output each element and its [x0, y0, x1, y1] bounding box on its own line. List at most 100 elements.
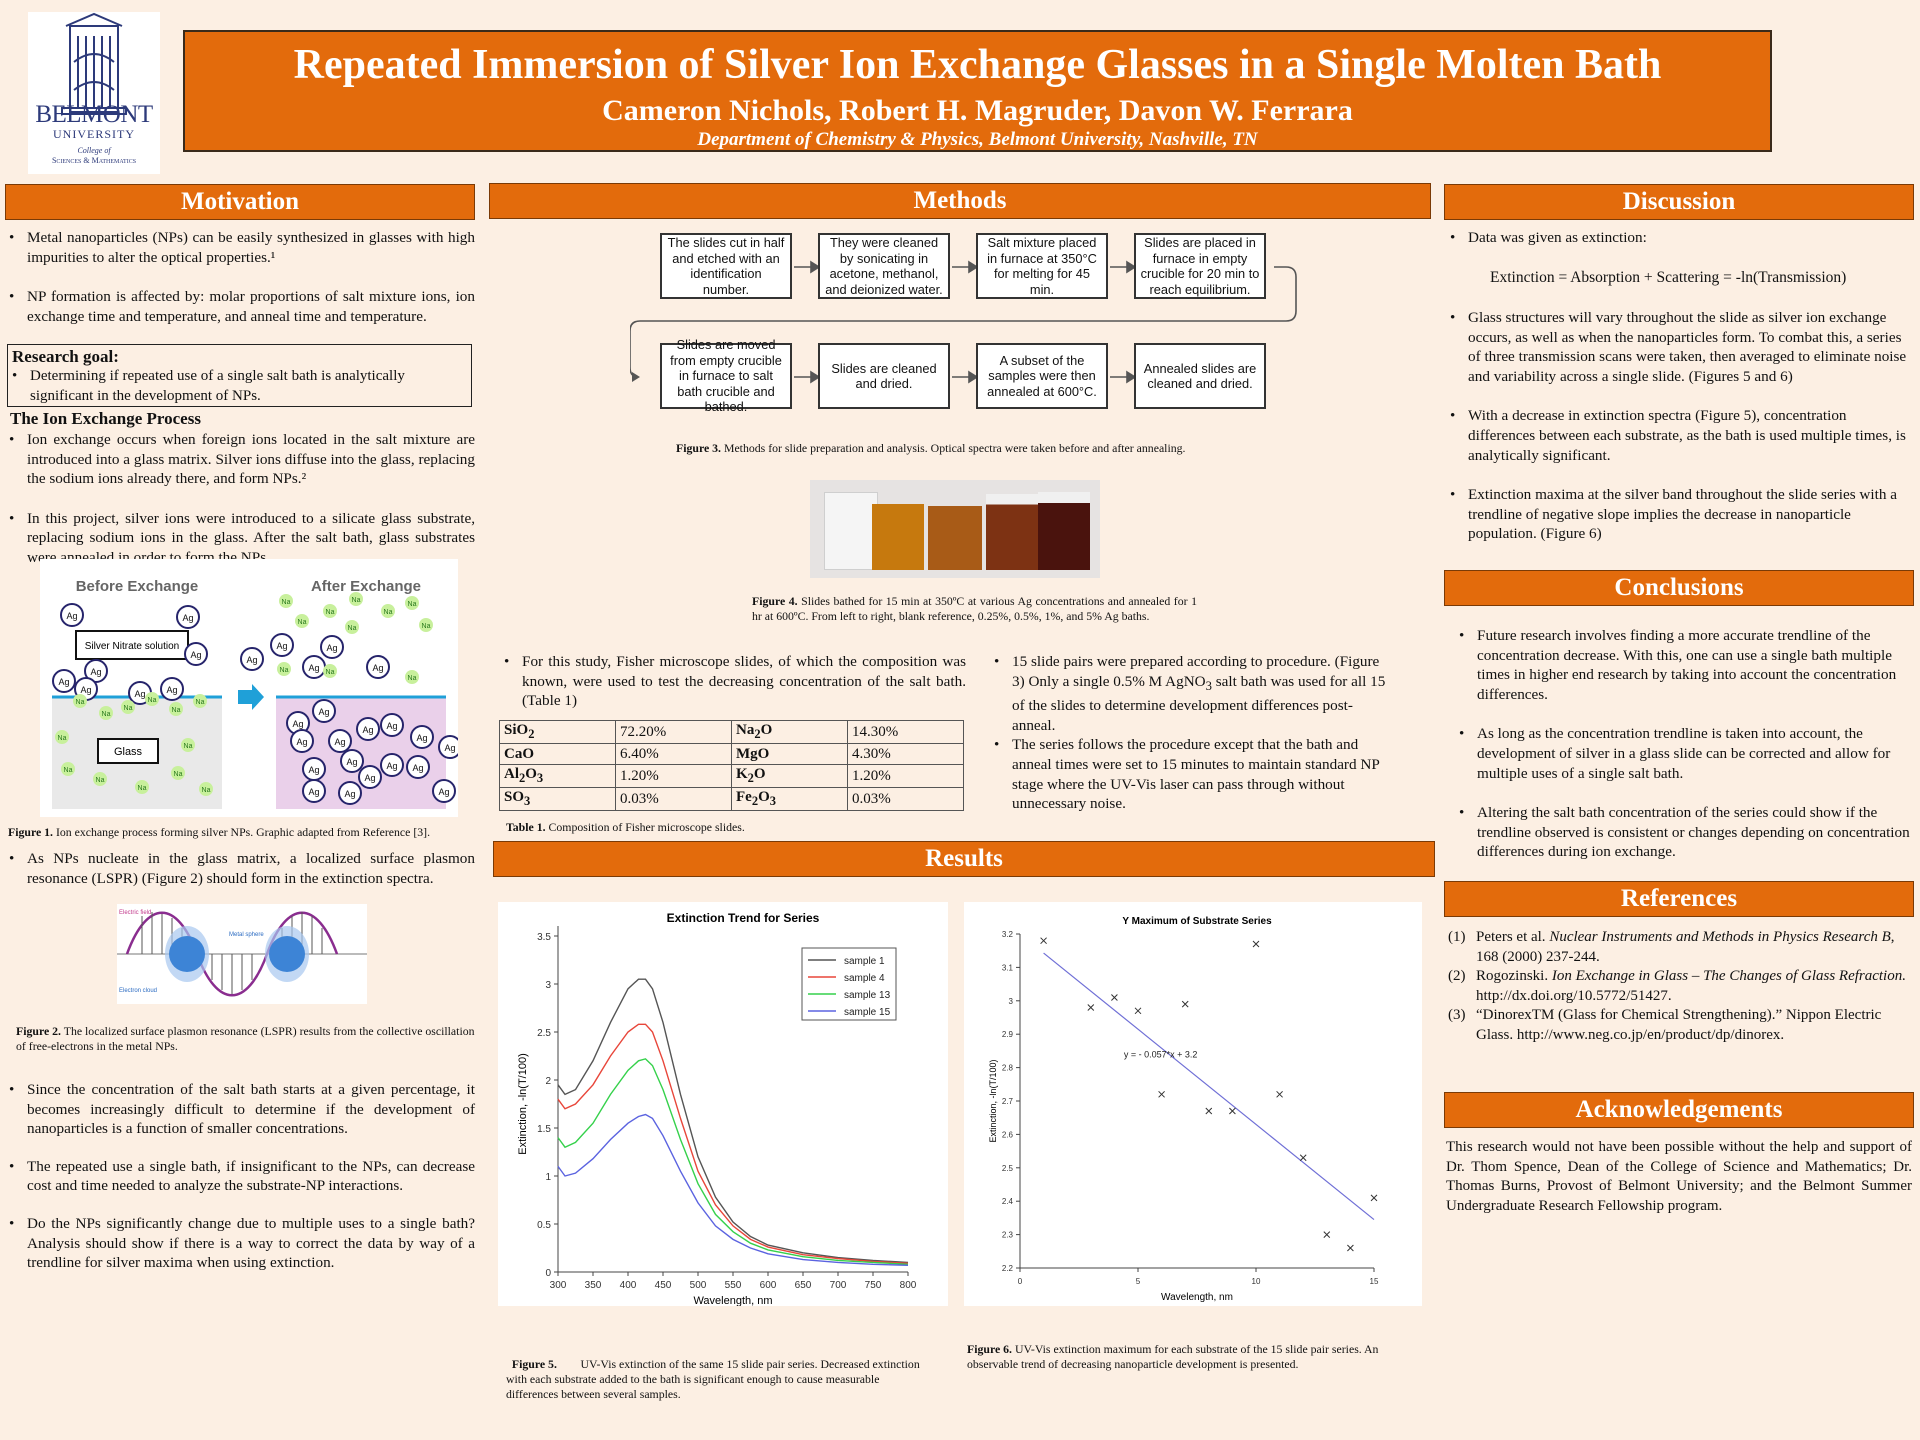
trendline-equation: y = - 0.057*x + 3.2: [1124, 1050, 1198, 1060]
table-cell: CaO: [499, 743, 616, 765]
methods-left-bullet: For this study, Fisher microscope slides…: [500, 652, 966, 731]
after-exchange-label: After Exchange: [311, 578, 421, 595]
table-row: SO3 0.03% Fe2O3 0.03%: [499, 787, 964, 811]
na-ion: Na: [135, 780, 149, 794]
na-ion: Na: [323, 604, 337, 618]
ag-ion-label: Ag: [166, 685, 177, 695]
figure-1-caption-text: Ion exchange process forming silver NPs.…: [53, 825, 431, 839]
ag-ion-label: Ag: [182, 613, 193, 623]
figure-4-caption: Figure 4. Slides bathed for 15 min at 35…: [752, 594, 1197, 624]
method-step-1: The slides cut in half and etched with a…: [660, 233, 792, 299]
methods-right-bullets: 15 slide pairs were prepared according t…: [990, 652, 1390, 822]
conclusions-header: Conclusions: [1444, 570, 1914, 606]
na-ion-circle: [121, 700, 135, 714]
na-ion-label: Na: [196, 699, 205, 706]
motivation-more-bullet: Since the concentration of the salt bath…: [5, 1080, 475, 1139]
ag-ion-label: Ag: [246, 655, 257, 665]
x-tick-label: 15: [1370, 1277, 1379, 1286]
y-tick-label: 2.3: [1002, 1231, 1014, 1240]
ag-ion: Ag: [410, 725, 434, 749]
ag-ion-label: Ag: [190, 650, 201, 660]
motivation-more-bullet: The repeated use a single bath, if insig…: [5, 1157, 475, 1196]
na-ion: Na: [323, 664, 337, 678]
ag-ion: Ag: [358, 765, 382, 789]
electric-field-label: Electric field: [119, 910, 151, 916]
motivation-header: Motivation: [5, 184, 475, 220]
na-ion: Na: [405, 596, 419, 610]
na-ion-label: Na: [76, 699, 85, 706]
x-axis-label: Wavelength, nm: [1161, 1292, 1233, 1303]
table-cell: 72.20%: [615, 720, 732, 744]
na-ion: Na: [121, 700, 135, 714]
series-line: [557, 1113, 909, 1266]
na-ion-circle: [199, 782, 213, 796]
x-tick-label: 700: [830, 1280, 847, 1291]
ag-ion-label: Ag: [292, 719, 303, 729]
na-ion: Na: [145, 692, 159, 706]
table-cell: K2O: [731, 764, 848, 788]
na-ion-label: Na: [172, 707, 181, 714]
slide-5: [1038, 492, 1090, 570]
legend-label: sample 15: [844, 1007, 891, 1018]
reference-item: (2) Rogozinski. Ion Exchange in Glass – T…: [1448, 968, 1906, 1004]
ag-ion: Ag: [380, 753, 404, 777]
na-ion-circle: [419, 618, 433, 632]
na-ion-circle: [381, 604, 395, 618]
table-cell: 6.40%: [615, 743, 732, 765]
ag-ion: Ag: [302, 757, 326, 781]
logo-line1: BELMONT: [35, 101, 153, 128]
y-tick-label: 3.5: [537, 932, 551, 943]
na-ion-label: Na: [96, 777, 105, 784]
ag-ion-circle: [406, 755, 430, 779]
ion-bullet: In this project, silver ions were introd…: [5, 509, 475, 568]
figure-1-caption: Figure 1. Ion exchange process forming s…: [8, 825, 470, 840]
data-point: [1040, 937, 1047, 945]
discussion-bullet: With a decrease in extinction spectra (F…: [1446, 406, 1910, 465]
figure-3-caption-text: Methods for slide preparation and analys…: [721, 441, 1186, 455]
table-cell: Fe2O3: [731, 787, 848, 811]
na-ion-circle: [55, 730, 69, 744]
na-ion-circle: [405, 596, 419, 610]
ag-ion-circle: [432, 779, 456, 803]
na-ion-label: Na: [124, 705, 133, 712]
na-ion-label: Na: [422, 623, 431, 630]
electron-cloud-label: Electron cloud: [119, 988, 157, 994]
reference-item: (3) “DinorexTM (Glass for Chemical Streng…: [1448, 1007, 1882, 1043]
y-tick-label: 2.4: [1002, 1197, 1014, 1206]
table-cell: 0.03%: [847, 787, 964, 811]
reference-item: (1) Peters et al. Nuclear Instruments and…: [1448, 929, 1895, 965]
conclusions-bullets: Future research involves finding a more …: [1455, 626, 1910, 882]
figure-3-caption: Figure 3. Methods for slide preparation …: [676, 441, 1296, 456]
ag-ion-label: Ag: [386, 761, 397, 771]
ag-ion-circle: [240, 647, 264, 671]
na-ion-label: Na: [348, 625, 357, 632]
data-point: [1370, 1194, 1378, 1202]
figure-4-slides-photo: [810, 480, 1100, 578]
poster-title: Repeated Immersion of Silver Ion Exchang…: [293, 42, 1662, 88]
series-line: [557, 1058, 909, 1266]
na-ion-label: Na: [352, 597, 361, 604]
method-step-6: Slides are cleaned and dried.: [818, 343, 950, 409]
na-ion-label: Na: [148, 697, 157, 704]
na-ion-label: Na: [184, 743, 193, 750]
na-ion: Na: [99, 706, 113, 720]
ag-ion: Ag: [176, 605, 200, 629]
ag-ion: Ag: [312, 699, 336, 723]
ag-ion-label: Ag: [318, 707, 329, 717]
references-header: References: [1444, 881, 1914, 917]
conclusion-bullet: Altering the salt bath concentration of …: [1455, 803, 1910, 862]
na-ion-circle: [405, 670, 419, 684]
y-axis-label: Extinction, -ln(T/100): [517, 1053, 529, 1154]
poster-authors: Cameron Nichols, Robert H. Magruder, Dav…: [602, 94, 1353, 127]
methods-header: Methods: [489, 183, 1431, 219]
discussion-bullet: Glass structures will vary throughout th…: [1446, 308, 1910, 386]
table-cell: 4.30%: [847, 743, 964, 765]
figure-2-lspr-diagram: Electric field Metal sphere Electron clo…: [117, 904, 367, 1004]
table-cell: SiO2: [499, 720, 616, 744]
discussion-header: Discussion: [1444, 184, 1914, 220]
composition-table: SiO2 72.20% Na2O 14.30% CaO 6.40% MgO 4.…: [499, 720, 964, 811]
figure-6-caption: Figure 6. UV-Vis extinction maximum for …: [967, 1342, 1417, 1372]
table-cell: MgO: [731, 743, 848, 765]
figure-3-methods-flowchart: The slides cut in half and etched with a…: [630, 225, 1300, 425]
ag-ion-label: Ag: [412, 763, 423, 773]
